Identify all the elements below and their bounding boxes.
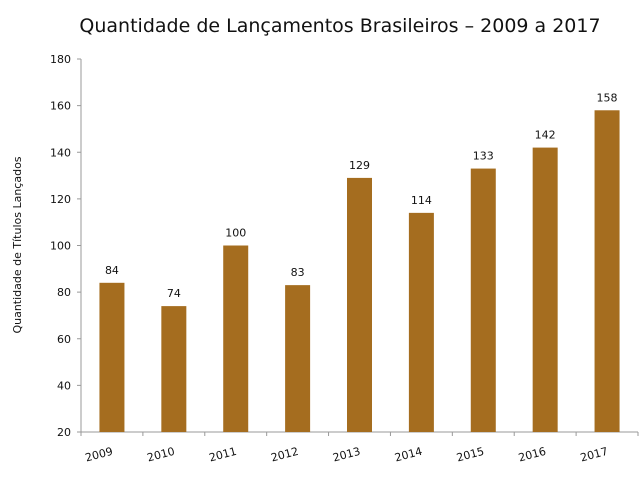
data-label-2016: 142 xyxy=(535,129,556,142)
data-label-2013: 129 xyxy=(349,159,370,172)
y-tick-label: 140 xyxy=(50,146,71,159)
x-tick-label: 2011 xyxy=(208,445,238,465)
x-tick-label: 2009 xyxy=(84,445,114,465)
x-tick-label: 2012 xyxy=(269,445,299,465)
y-tick-label: 120 xyxy=(50,193,71,206)
x-tick-label: 2014 xyxy=(393,445,423,465)
bar-2015 xyxy=(470,168,496,432)
bar-2017 xyxy=(594,110,620,432)
y-tick-label: 40 xyxy=(57,379,71,392)
y-tick-label: 180 xyxy=(50,53,71,66)
data-label-2012: 83 xyxy=(291,266,305,279)
y-tick-label: 20 xyxy=(57,426,71,439)
bar-2012 xyxy=(285,285,311,432)
y-tick-label: 100 xyxy=(50,240,71,253)
y-axis-label: Quantidade de Títulos Lançados xyxy=(11,156,24,333)
x-tick-label: 2015 xyxy=(455,445,485,465)
data-label-2011: 100 xyxy=(225,227,246,240)
x-tick-label: 2013 xyxy=(331,445,361,465)
y-tick-label: 160 xyxy=(50,100,71,113)
y-tick-label: 60 xyxy=(57,333,71,346)
x-tick-label: 2016 xyxy=(517,445,547,465)
bar-2011 xyxy=(223,245,249,432)
bar-2010 xyxy=(161,306,187,432)
bar-2009 xyxy=(99,282,125,432)
x-tick-label: 2010 xyxy=(146,445,176,465)
bar-2013 xyxy=(347,177,372,432)
bar-2016 xyxy=(532,147,558,432)
y-tick-label: 80 xyxy=(57,286,71,299)
data-label-2015: 133 xyxy=(473,150,494,163)
data-label-2014: 114 xyxy=(411,194,432,207)
data-label-2017: 158 xyxy=(597,91,618,104)
data-label-2010: 74 xyxy=(167,287,181,300)
bar-2014 xyxy=(408,212,434,432)
x-tick-label: 2017 xyxy=(579,445,609,465)
data-label-2009: 84 xyxy=(105,264,119,277)
chart-title: Quantidade de Lançamentos Brasileiros – … xyxy=(79,15,600,37)
